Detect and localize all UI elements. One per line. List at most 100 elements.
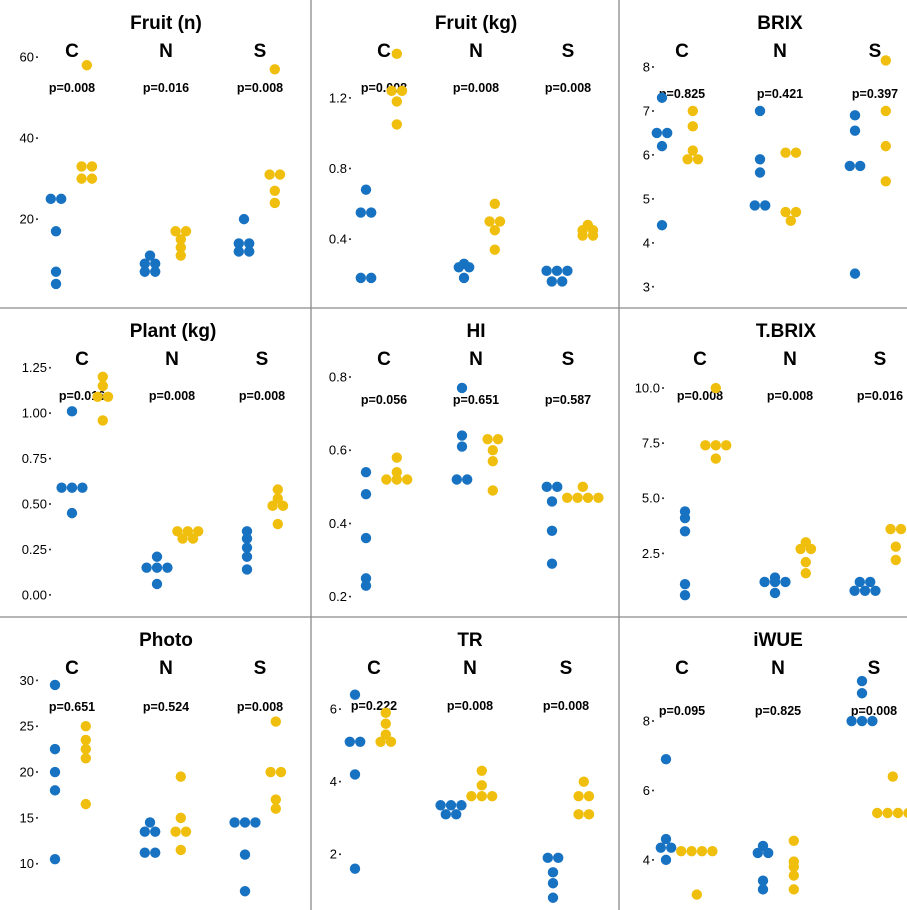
group-label-n: N <box>159 41 173 62</box>
y-tick-label: 0.25 <box>22 542 47 557</box>
blue-point <box>541 481 552 493</box>
blue-point <box>546 558 558 569</box>
blue-point <box>655 842 666 853</box>
blue-point <box>660 854 672 866</box>
yellow-point <box>880 55 891 66</box>
blue-point <box>679 578 691 590</box>
group-label-c: C <box>693 349 707 370</box>
blue-point <box>360 532 372 544</box>
blue-point <box>749 200 760 211</box>
yellow-point <box>492 434 504 445</box>
yellow-point <box>175 242 186 253</box>
blue-point <box>238 213 250 225</box>
group-label-s: S <box>254 41 267 62</box>
yellow-point <box>583 809 595 820</box>
yellow-point <box>80 753 92 764</box>
y-tick-label: 0.2 <box>329 589 347 604</box>
blue-point <box>456 382 468 394</box>
group-label-s: S <box>254 658 267 679</box>
y-tick <box>36 862 38 865</box>
p-value-n: p=0.008 <box>149 389 195 403</box>
blue-point <box>656 92 668 103</box>
y-tick-label: 4 <box>643 235 650 250</box>
y-tick <box>652 65 654 68</box>
blue-point <box>66 482 78 493</box>
yellow-point <box>272 518 283 530</box>
blue-point <box>547 867 559 878</box>
panel-iwue: iWUE C N S p=0.095 p=0.825 p=0.008 <box>659 630 897 718</box>
yellow-point <box>86 161 98 172</box>
blue-point <box>679 512 691 524</box>
blue-point <box>849 268 861 279</box>
yellow-point <box>587 230 599 241</box>
blue-point <box>77 482 88 493</box>
yellow-point <box>269 197 280 209</box>
y-tick-label: 1.00 <box>22 406 47 421</box>
yellow-point <box>476 765 487 777</box>
y-tick-label: 60 <box>20 50 34 65</box>
blue-point <box>651 127 662 139</box>
y-tick <box>349 238 351 241</box>
yellow-point <box>489 225 500 236</box>
yellow-point <box>805 543 817 555</box>
blue-point <box>456 441 468 452</box>
blue-point <box>139 266 150 277</box>
y-tick <box>662 442 664 445</box>
blue-point <box>366 207 377 218</box>
blue-point <box>870 585 881 596</box>
y-tick-label: 15 <box>20 810 34 825</box>
panel-hi: HI C N S p=0.056 p=0.651 p=0.587 <box>361 321 591 407</box>
panel-title: Photo <box>139 630 193 651</box>
yellow-point <box>800 556 811 568</box>
panel-title: T.BRIX <box>756 321 817 342</box>
blue-point <box>451 474 462 485</box>
group-label-s: S <box>874 349 887 370</box>
panel-title: Plant (kg) <box>130 321 217 342</box>
yellow-point <box>264 169 275 180</box>
blue-point <box>151 562 163 573</box>
p-value-s: p=0.016 <box>857 389 903 403</box>
yellow-point <box>583 790 595 802</box>
y-tick <box>652 241 654 244</box>
y-tick <box>349 375 351 378</box>
yellow-point <box>180 826 192 837</box>
panel-title: iWUE <box>753 630 803 651</box>
y-tick <box>49 366 51 369</box>
yellow-point <box>396 85 408 97</box>
yellow-point <box>177 533 188 544</box>
blue-point <box>239 817 251 828</box>
group-label-c: C <box>675 41 689 62</box>
panel-tr: TR C N S p=0.222 p=0.008 p=0.008 <box>351 630 589 713</box>
blue-point <box>456 800 467 811</box>
panel-fruit-n: Fruit (n) C N S p=0.008 p=0.016 p=0.008 <box>49 13 283 95</box>
yellow-point <box>721 440 732 451</box>
blue-point <box>760 200 771 211</box>
y-tick-label: 0.4 <box>329 232 347 247</box>
y-tick-label: 1.2 <box>329 90 347 105</box>
yellow-point <box>887 771 898 782</box>
y-tick-label: 1.25 <box>22 360 47 375</box>
panel-brix: BRIX C N S p=0.825 p=0.421 p=0.397 <box>659 13 898 101</box>
yellow-point <box>487 445 498 456</box>
blue-point <box>49 679 61 691</box>
blue-point <box>151 551 163 562</box>
blue-point <box>141 562 152 573</box>
yellow-point <box>267 500 278 512</box>
blue-point <box>355 736 366 747</box>
yellow-point <box>375 736 386 747</box>
y-tick-label: 25 <box>20 719 34 734</box>
group-label-c: C <box>65 41 79 62</box>
p-value-n: p=0.421 <box>757 87 803 101</box>
blue-point <box>849 110 861 121</box>
yellow-point <box>788 861 799 873</box>
yellow-point <box>76 173 87 184</box>
yellow-point <box>788 835 799 846</box>
yellow-point <box>81 60 93 71</box>
yellow-point <box>182 526 193 537</box>
yellow-point <box>272 484 283 495</box>
yellow-point <box>484 216 495 227</box>
y-tick-label: 0.6 <box>329 443 347 458</box>
y-tick-label: 0.8 <box>329 369 347 384</box>
blue-point <box>349 863 361 874</box>
blue-point <box>241 526 253 537</box>
